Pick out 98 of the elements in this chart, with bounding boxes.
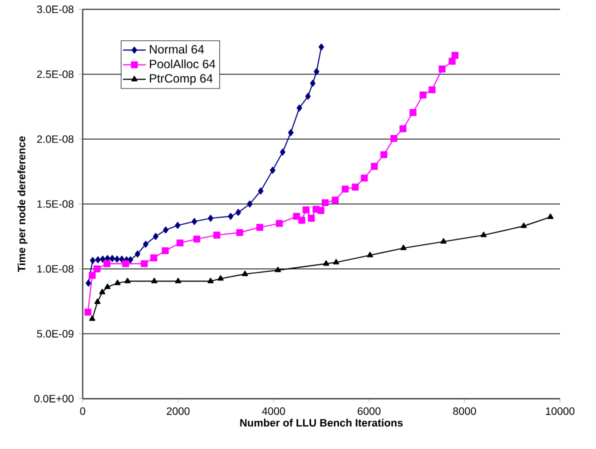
- point: [520, 222, 527, 228]
- y-tick-label: 5.0E-09: [37, 330, 74, 338]
- x-tick-label: 6000: [358, 407, 381, 415]
- point: [247, 200, 252, 208]
- point: [258, 187, 264, 194]
- x-tick-label: 0: [80, 407, 86, 415]
- point: [104, 283, 111, 289]
- point: [236, 208, 242, 216]
- point: [380, 151, 388, 158]
- point: [420, 91, 426, 98]
- y-tick-label: 0.0E+00: [34, 394, 74, 402]
- point: [400, 244, 407, 250]
- point: [438, 65, 446, 72]
- point: [119, 256, 125, 262]
- point: [270, 166, 276, 174]
- point: [128, 256, 134, 264]
- point: [317, 206, 324, 214]
- point: [370, 162, 378, 170]
- point: [274, 266, 281, 272]
- point: [332, 196, 339, 204]
- point: [193, 235, 200, 242]
- point: [90, 256, 96, 264]
- point: [366, 252, 374, 258]
- x-tick-label: 2000: [166, 407, 190, 415]
- point: [228, 212, 234, 220]
- point: [152, 232, 158, 240]
- point: [314, 68, 320, 75]
- point: [162, 226, 168, 234]
- point: [99, 288, 106, 294]
- point: [236, 228, 244, 236]
- legend-label: PtrComp 64: [150, 74, 213, 85]
- point: [352, 184, 359, 190]
- point: [296, 104, 302, 112]
- point: [410, 108, 416, 116]
- point: [276, 220, 283, 227]
- point: [88, 272, 96, 279]
- x-tick-label: 8000: [453, 407, 476, 415]
- point: [308, 214, 315, 222]
- point: [256, 224, 264, 231]
- point: [192, 218, 198, 225]
- point: [151, 278, 158, 284]
- point: [547, 213, 554, 219]
- point: [114, 280, 121, 286]
- point: [104, 260, 110, 268]
- point: [452, 52, 458, 59]
- point: [302, 206, 310, 214]
- point: [288, 128, 294, 136]
- point: [322, 199, 329, 206]
- point: [333, 258, 340, 264]
- point: [176, 239, 184, 246]
- legend-label: Normal 64: [150, 44, 204, 54]
- point: [342, 185, 349, 192]
- point: [142, 240, 148, 248]
- point: [360, 174, 368, 182]
- point: [208, 278, 214, 284]
- y-tick-label: 1.5E-08: [37, 200, 74, 208]
- point: [86, 280, 92, 286]
- x-tick-label: 10000: [546, 407, 574, 415]
- point: [280, 148, 286, 156]
- point: [428, 86, 436, 94]
- point: [84, 308, 92, 316]
- point: [213, 232, 220, 238]
- point: [310, 80, 316, 87]
- point: [305, 92, 311, 100]
- point: [100, 256, 106, 262]
- point: [94, 298, 101, 304]
- point: [480, 232, 487, 237]
- point: [208, 214, 214, 222]
- point: [124, 278, 131, 284]
- point: [242, 270, 248, 276]
- point: [122, 260, 130, 268]
- point: [174, 222, 180, 229]
- point: [293, 212, 300, 220]
- point: [110, 254, 115, 262]
- point: [390, 134, 398, 142]
- point: [134, 250, 140, 258]
- point: [298, 216, 306, 224]
- y-tick-label: 1.0E-08: [37, 264, 74, 273]
- legend-label: PoolAlloc 64: [150, 59, 216, 68]
- y-tick-label: 2.0E-08: [37, 135, 74, 143]
- point: [440, 238, 447, 244]
- point: [114, 256, 120, 262]
- point: [218, 274, 224, 280]
- point: [399, 125, 406, 132]
- point: [323, 260, 330, 266]
- point: [94, 265, 100, 272]
- point: [175, 278, 182, 284]
- point: [150, 254, 158, 262]
- y-tick-label: 2.5E-08: [37, 70, 74, 78]
- y-axis-title: Time per node dereference: [17, 136, 28, 272]
- point: [162, 247, 169, 254]
- point: [318, 43, 324, 50]
- point: [89, 315, 96, 321]
- point: [140, 260, 148, 268]
- x-tick-label: 4000: [262, 407, 286, 415]
- point: [95, 256, 101, 264]
- x-axis-title: Number of LLU Bench Iterations: [240, 418, 403, 426]
- y-tick-label: 3.0E-08: [36, 5, 74, 13]
